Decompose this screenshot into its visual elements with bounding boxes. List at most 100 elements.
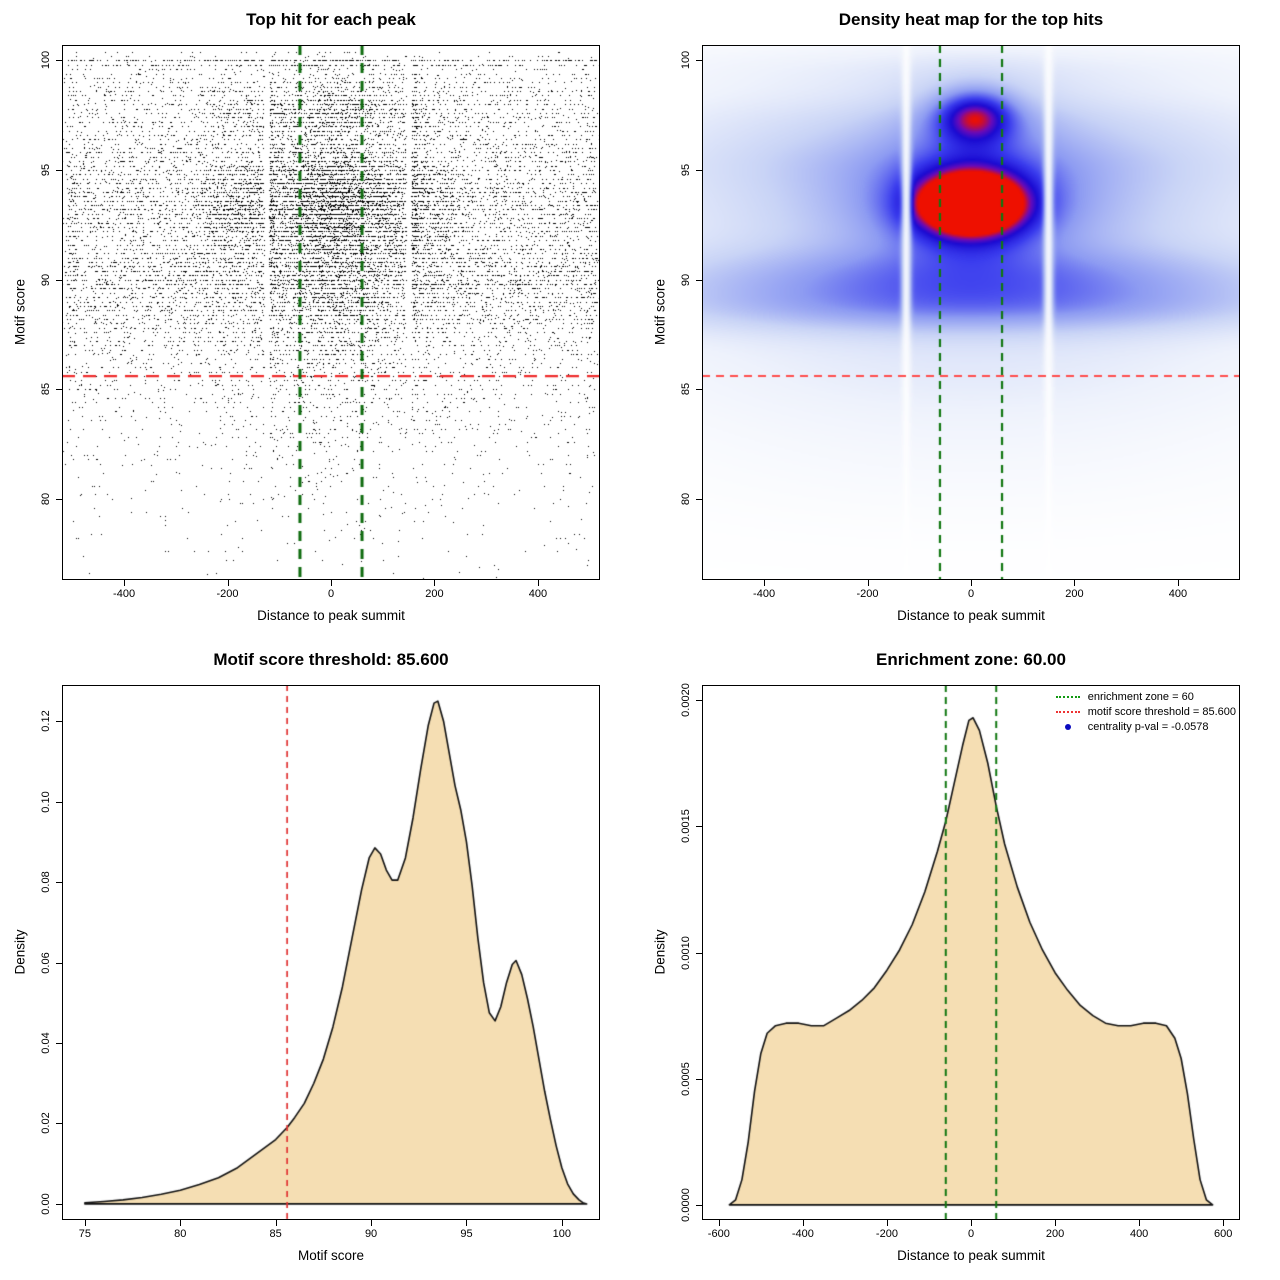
x-tick <box>371 1220 373 1226</box>
x-tick <box>227 580 229 586</box>
panel-density-heatmap: Density heat map for the top hits -400 -2… <box>640 0 1280 640</box>
x-tick <box>561 1220 563 1226</box>
chart-title: Top hit for each peak <box>246 10 416 29</box>
y-tick-label: 0.06 <box>40 951 52 974</box>
x-tick-label: -400 <box>791 1228 814 1240</box>
x-tick-label: 0 <box>967 1228 975 1240</box>
legend-item-motif-score-threshold: motif score threshold = 85.600 <box>1055 706 1236 718</box>
chart-title: Density heat map for the top hits <box>838 10 1104 29</box>
x-axis-label: Distance to peak summit <box>897 608 1045 623</box>
x-tick-label: 200 <box>1045 1228 1065 1240</box>
x-tick-label: 95 <box>460 1228 473 1240</box>
x-tick-label: 90 <box>364 1228 378 1240</box>
x-tick <box>971 1220 972 1226</box>
x-tick <box>1074 580 1076 586</box>
x-tick <box>84 1220 86 1226</box>
x-tick-label: -600 <box>707 1228 730 1240</box>
x-tick-label: -200 <box>216 588 239 600</box>
x-tick-label: -400 <box>113 588 136 600</box>
y-tick-label: 0.0020 <box>680 683 692 717</box>
x-tick <box>180 1220 182 1226</box>
y-tick-label: 100 <box>40 51 52 70</box>
x-tick-label: 400 <box>528 588 548 600</box>
legend-label: centrality p-val = -0.0578 <box>1087 721 1209 733</box>
y-tick-label: 90 <box>680 273 692 286</box>
chart-title: Enrichment zone: 60.00 <box>876 650 1066 669</box>
y-tick <box>696 279 702 281</box>
x-tick <box>886 1220 888 1226</box>
y-tick-label: 0.02 <box>40 1112 52 1135</box>
y-tick <box>56 498 62 500</box>
y-tick-label: 90 <box>40 273 52 286</box>
y-tick-label: 0.08 <box>40 871 52 893</box>
y-tick <box>56 882 62 884</box>
x-tick <box>764 580 766 586</box>
x-tick <box>466 1220 468 1226</box>
y-axis-label: Motif score <box>652 278 668 346</box>
y-axis-label: Density <box>652 929 668 975</box>
x-tick <box>124 580 126 586</box>
x-tick-label: 400 <box>1168 588 1188 600</box>
x-tick-label: 600 <box>1214 1228 1233 1240</box>
x-tick-label: 400 <box>1129 1228 1149 1240</box>
x-tick-label: 0 <box>967 588 975 600</box>
panel-distance-density: Enrichment zone: 60.00 -600 -400 -200 0 200 4… <box>640 640 1280 1280</box>
y-tick-label: 0.0005 <box>680 1061 692 1096</box>
motif-density-canvas <box>62 685 600 1220</box>
x-tick <box>718 1220 720 1226</box>
legend: enrichment zone = 60 motif score thresho… <box>1055 688 1236 736</box>
y-tick-label: 0.0000 <box>680 1188 692 1222</box>
x-tick-label: -200 <box>875 1228 898 1240</box>
x-tick <box>867 580 869 586</box>
distance-density-canvas <box>702 685 1240 1220</box>
y-tick <box>56 279 62 281</box>
x-tick <box>971 580 972 586</box>
y-tick <box>56 1043 62 1044</box>
x-tick-label: 200 <box>1065 588 1084 600</box>
scatter-canvas <box>62 45 600 580</box>
legend-label: enrichment zone = 60 <box>1087 691 1194 703</box>
x-tick <box>1223 1220 1225 1226</box>
y-tick <box>56 962 62 964</box>
y-tick-label: 85 <box>680 383 692 396</box>
x-axis-label: Distance to peak summit <box>257 608 405 623</box>
y-tick-label: 85 <box>40 383 52 396</box>
x-tick-label: -200 <box>856 588 879 600</box>
x-tick-label: 0 <box>327 588 335 600</box>
y-tick-label: 0.10 <box>40 790 52 813</box>
y-tick-label: 95 <box>680 163 692 177</box>
y-tick-label: 0.12 <box>40 710 52 732</box>
legend-item-centrality-pval: centrality p-val = -0.0578 <box>1055 721 1236 733</box>
y-tick <box>696 952 702 954</box>
legend-red-dotted-line-icon <box>1055 711 1081 713</box>
y-tick-label: 0.04 <box>40 1032 52 1054</box>
y-tick <box>696 1204 702 1206</box>
x-tick-label: 100 <box>552 1228 572 1240</box>
x-tick-label: 85 <box>269 1228 282 1240</box>
y-tick <box>56 389 62 391</box>
x-tick-label: 80 <box>174 1228 187 1240</box>
y-tick-label: 0.00 <box>40 1193 52 1215</box>
x-tick <box>802 1220 804 1226</box>
y-tick <box>696 169 702 171</box>
y-tick-label: 80 <box>40 492 52 505</box>
x-tick <box>537 580 539 586</box>
legend-item-enrichment-zone: enrichment zone = 60 <box>1055 691 1236 703</box>
x-tick <box>1139 1220 1141 1226</box>
legend-label: motif score threshold = 85.600 <box>1087 706 1236 718</box>
x-axis-label: Motif score <box>297 1248 365 1263</box>
x-tick <box>275 1220 277 1226</box>
x-axis-label: Distance to peak summit <box>897 1248 1045 1263</box>
y-tick <box>696 498 702 500</box>
y-axis-label: Motif score <box>12 278 28 346</box>
legend-blue-dot-icon <box>1055 724 1081 730</box>
y-tick-label: 100 <box>680 51 692 70</box>
x-tick-label: 200 <box>425 588 444 600</box>
x-tick-label: -400 <box>753 588 776 600</box>
y-tick <box>56 721 62 723</box>
y-tick <box>696 389 702 391</box>
y-tick-label: 0.0010 <box>680 935 692 970</box>
y-tick <box>696 60 702 62</box>
y-tick-label: 95 <box>40 163 52 177</box>
y-tick <box>696 1078 702 1080</box>
